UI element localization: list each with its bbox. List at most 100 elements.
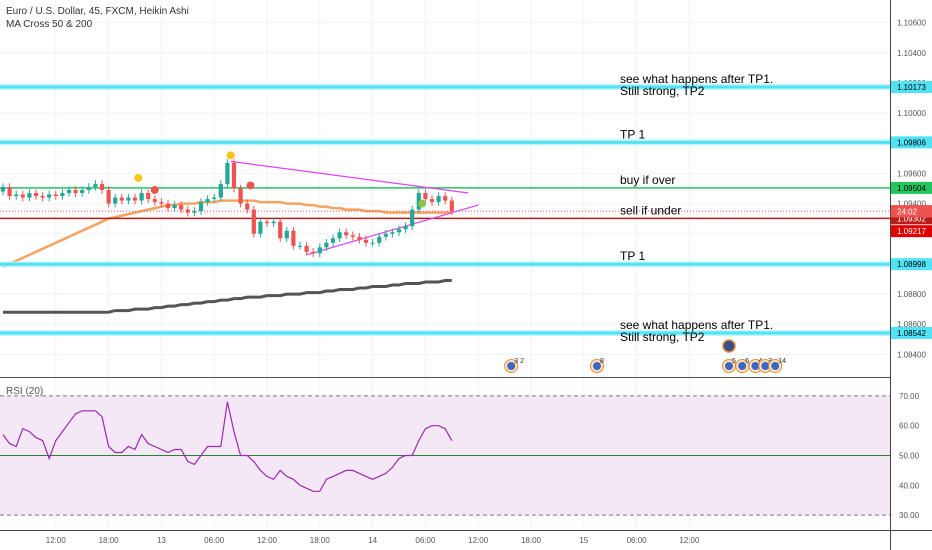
level-price-tag — [891, 136, 932, 149]
candle-body — [337, 232, 342, 239]
candle-body — [436, 196, 441, 203]
level-price-tag — [891, 181, 932, 194]
event-flag-icon — [593, 362, 601, 370]
candle-body — [20, 194, 25, 198]
price-tick-label: 1.10400 — [897, 49, 926, 58]
level-price-label: 1.08542 — [897, 329, 926, 338]
price-tick-label: 1.10000 — [897, 109, 926, 118]
candle-body — [357, 236, 362, 240]
trendline — [230, 160, 469, 194]
candle-body — [304, 245, 309, 252]
rsi-tick-label: 40.00 — [899, 481, 920, 490]
candle-body — [245, 203, 250, 210]
indicator-legend[interactable]: MA Cross 50 & 200 — [6, 19, 93, 30]
level-price-label: 1.10173 — [897, 83, 926, 92]
candle-body — [363, 239, 369, 243]
price-tick-label: 1.08600 — [897, 320, 926, 329]
price-tick-label: 1.09600 — [897, 169, 926, 178]
candle-body — [324, 242, 329, 248]
candle-body — [99, 183, 105, 191]
candle-body — [218, 183, 223, 198]
candle-body — [27, 193, 32, 198]
candle-body — [132, 197, 138, 201]
level-price-tag — [891, 258, 932, 271]
candle-body — [231, 162, 237, 189]
level-note: see what happens after TP1. — [620, 72, 773, 86]
candle-body — [0, 186, 6, 192]
candle-body — [238, 188, 243, 204]
candle-body — [172, 205, 177, 209]
candle-body — [139, 193, 144, 201]
rsi-tick-label: 60.00 — [899, 422, 920, 431]
event-flag-icon — [771, 362, 780, 370]
price-tag-label: 24:02 — [897, 207, 918, 216]
event-flag-icon — [761, 362, 770, 370]
event-flag-icon — [725, 362, 733, 370]
candle-body — [390, 232, 395, 234]
candle-body — [119, 197, 124, 201]
price-tick-label: 1.10600 — [897, 19, 926, 28]
candle-body — [185, 209, 190, 213]
candle-body — [370, 242, 375, 244]
event-count: 5 — [732, 358, 736, 365]
candle-body — [152, 199, 157, 203]
rsi-tick-label: 70.00 — [899, 392, 920, 401]
level-price-label: 1.09302 — [897, 214, 926, 223]
candle-body — [7, 186, 12, 197]
time-tick-label: 18:00 — [99, 536, 120, 545]
event-flag-icon — [751, 362, 760, 370]
time-tick-label: 15 — [579, 536, 588, 545]
candle-body — [40, 196, 45, 198]
candle-body — [179, 205, 184, 210]
candle-body — [198, 202, 204, 212]
candle-body — [258, 221, 263, 234]
symbol-legend[interactable]: Euro / U.S. Dollar, 45, FXCM, Heikin Ash… — [6, 6, 189, 17]
candle-body — [33, 193, 39, 197]
event-flag-icon — [507, 362, 516, 370]
candle-body — [225, 162, 230, 184]
candle-body — [47, 194, 52, 198]
signal-dot — [246, 181, 255, 190]
candle-body — [344, 232, 349, 236]
event-count: 14 — [778, 358, 786, 365]
level-price-label: 1.09504 — [897, 184, 926, 193]
signal-dot — [150, 186, 159, 195]
time-tick-label: 12:00 — [257, 536, 278, 545]
signal-dot — [134, 173, 143, 182]
event-count: 8 — [600, 358, 604, 365]
signal-dot — [418, 199, 427, 208]
candle-body — [264, 221, 270, 224]
time-tick-label: 18:00 — [521, 536, 542, 545]
candle-body — [165, 203, 171, 209]
candle-body — [416, 193, 421, 210]
price-tick-label: 1.08800 — [897, 290, 926, 299]
event-icon-selected — [722, 339, 736, 353]
level-note: TP 1 — [620, 127, 645, 141]
candle-body — [113, 197, 118, 204]
level-note: TP 1 — [620, 249, 645, 263]
time-tick-label: 06:00 — [415, 536, 436, 545]
candle-body — [106, 190, 111, 204]
candle-body — [86, 186, 91, 191]
time-tick-label: 18:00 — [310, 536, 331, 545]
candle-body — [205, 199, 210, 203]
candle-body — [146, 193, 151, 200]
ma50-line — [2, 199, 452, 269]
level-price-label: 1.09806 — [897, 138, 926, 147]
time-tick-label: 12:00 — [679, 536, 700, 545]
candle-body — [126, 197, 131, 201]
rsi-legend[interactable]: RSI (20) — [6, 386, 44, 397]
candle-body — [284, 230, 289, 239]
level-note: sell if under — [620, 203, 681, 217]
candle-body — [377, 236, 382, 243]
time-tick-label: 06:00 — [204, 536, 225, 545]
level-price-tag — [891, 326, 932, 339]
candle-body — [403, 226, 408, 230]
candle-body — [212, 197, 217, 200]
level-price-label: 1.08998 — [897, 260, 926, 269]
candle-body — [317, 247, 322, 254]
candle-body — [297, 245, 303, 247]
time-tick-label: 14 — [368, 536, 377, 545]
event-count: 6 — [745, 358, 749, 365]
